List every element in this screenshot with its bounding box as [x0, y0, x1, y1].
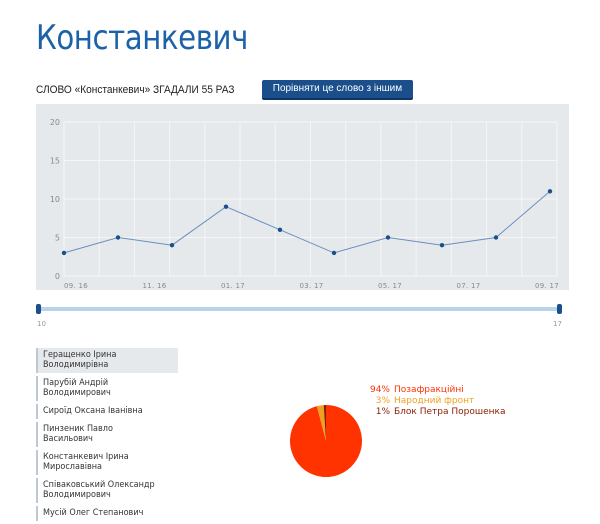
data-point[interactable]: [115, 235, 121, 240]
pie-slice: [323, 405, 326, 441]
pie-slice: [316, 405, 326, 441]
data-point[interactable]: [547, 189, 553, 194]
compare-word-button[interactable]: Порівняти це слово з іншим: [261, 80, 414, 100]
deputy-item[interactable]: Співаковський Олександр Володимирович: [36, 478, 178, 503]
legend-percent: 3%: [375, 396, 390, 406]
legend-percent: 1%: [375, 407, 390, 417]
data-point[interactable]: [169, 243, 175, 248]
y-tick-label: 0: [55, 272, 60, 281]
y-tick-label: 20: [50, 118, 60, 127]
deputy-name: Пинзеник Павло Васильович: [43, 424, 113, 444]
deputy-item[interactable]: Мусій Олег Степанович: [36, 506, 178, 521]
x-tick-label: 09. 17: [535, 282, 559, 290]
legend-faction-name: Народний фронт: [394, 396, 475, 406]
mentions-line-chart: 0 5 10 15 20 09. 16 11. 16 01. 17 03. 17 05. 17 07…: [50, 118, 559, 290]
legend-entry: 3% Народний фронт: [360, 396, 505, 407]
data-point[interactable]: [277, 227, 283, 232]
page-title: Констанкевич: [36, 18, 248, 58]
range-track[interactable]: [38, 307, 560, 311]
mention-count-text: СЛОВО «Констанкевич» ЗГАДАЛИ 55 РАЗ: [36, 84, 235, 96]
mention-summary: СЛОВО «Констанкевич» ЗГАДАЛИ 55 РАЗ Порі…: [36, 80, 414, 100]
data-point[interactable]: [439, 243, 445, 248]
y-tick-label: 15: [50, 157, 60, 166]
x-tick-label: 07. 17: [456, 282, 480, 290]
range-handle-end[interactable]: [557, 304, 562, 314]
data-point[interactable]: [223, 204, 229, 209]
deputy-item[interactable]: Констанкевич Ірина Мирославівна: [36, 450, 178, 475]
y-tick-label: 5: [55, 234, 60, 243]
deputy-item[interactable]: Сироїд Оксана Іванівна: [36, 404, 178, 419]
data-point[interactable]: [61, 250, 67, 256]
legend-percent: 94%: [369, 385, 390, 395]
x-tick-label: 05. 17: [378, 282, 402, 290]
x-tick-label: 03. 17: [299, 282, 323, 290]
data-point[interactable]: [493, 235, 499, 240]
range-min-label: 10: [37, 320, 46, 328]
deputy-name: Геращенко Ірина Володимирівна: [43, 350, 117, 370]
legend-faction-name: Позафракційні: [394, 385, 464, 395]
data-point[interactable]: [331, 250, 337, 256]
deputy-name: Констанкевич Ірина Мирославівна: [43, 452, 129, 472]
legend-entry: 1% Блок Петра Порошенка: [360, 407, 506, 418]
deputy-name: Мусій Олег Степанович: [43, 508, 144, 518]
x-tick-label: 11. 16: [142, 282, 166, 290]
deputy-item[interactable]: Геращенко Ірина Володимирівна: [36, 348, 178, 373]
deputy-item[interactable]: Парубій Андрій Володимирович: [36, 376, 178, 401]
date-range-slider[interactable]: 10 17: [36, 300, 562, 330]
deputy-name: Сироїд Оксана Іванівна: [43, 406, 143, 416]
range-max-label: 17: [553, 320, 562, 328]
faction-legend: 94% Позафракційні 3% Народний фронт 1% Блок П…: [360, 385, 505, 418]
mentions-chart: 0 5 10 15 20 09. 16 11. 16 01. 17 03. 17 05. 17 07…: [36, 104, 569, 290]
deputy-list: Геращенко Ірина Володимирівна Парубій Анд…: [36, 348, 178, 524]
range-handle-start[interactable]: [36, 304, 41, 314]
legend-faction-name: Блок Петра Порошенка: [394, 407, 506, 417]
x-tick-label: 01. 17: [221, 282, 245, 290]
data-point[interactable]: [385, 235, 391, 240]
deputy-item[interactable]: Пинзеник Павло Васильович: [36, 422, 178, 447]
faction-pie-chart: [290, 405, 362, 477]
deputy-name: Співаковський Олександр Володимирович: [43, 480, 155, 500]
mentions-series-line: [63, 190, 551, 254]
deputy-name: Парубій Андрій Володимирович: [43, 378, 111, 398]
y-tick-label: 10: [50, 195, 60, 204]
legend-entry: 94% Позафракційні: [360, 385, 505, 396]
x-tick-label: 09. 16: [64, 282, 88, 290]
